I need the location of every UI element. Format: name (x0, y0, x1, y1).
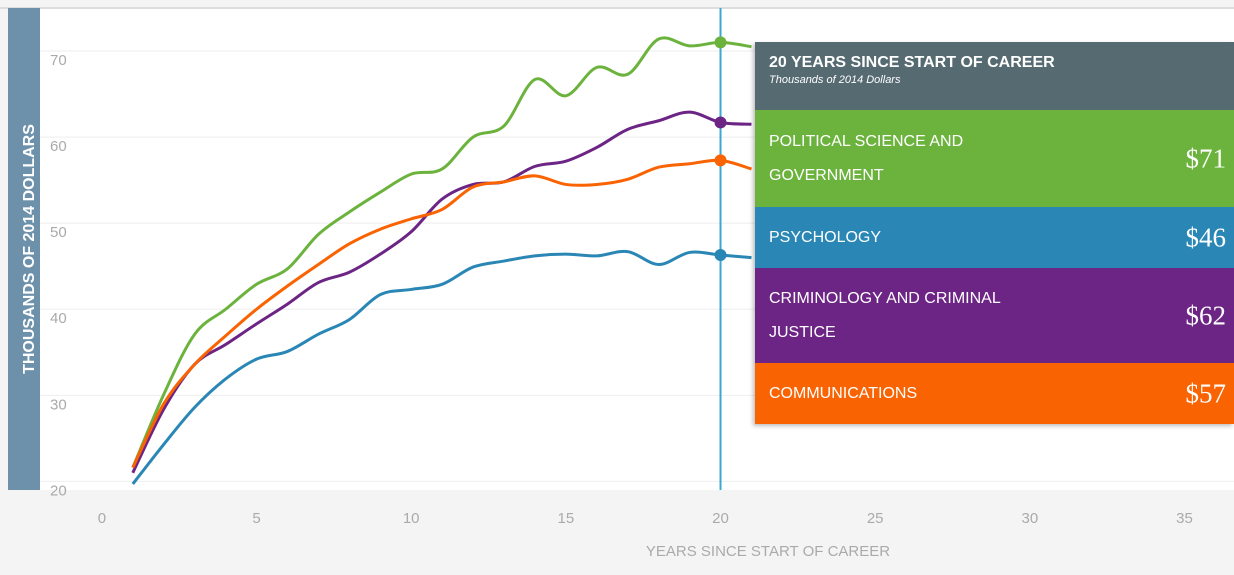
y-tick-label: 50 (50, 224, 67, 241)
x-axis-label: YEARS SINCE START OF CAREER (646, 543, 890, 560)
tooltip-value: $57 (1185, 378, 1227, 408)
y-axis-label: THOUSANDS OF 2014 DOLLARS (21, 124, 38, 374)
y-axis-band (8, 8, 40, 490)
series-line (131, 158, 752, 469)
tooltip-value: $62 (1185, 300, 1227, 330)
tooltip-row: COMMUNICATIONS $57 (755, 363, 1234, 424)
tooltip-row: PSYCHOLOGY $46 (755, 207, 1234, 268)
y-tick-label: 40 (50, 310, 67, 327)
y-tick-label: 30 (50, 396, 67, 413)
x-tick-label: 35 (1176, 510, 1193, 527)
hover-marker (714, 36, 727, 49)
series-line (131, 36, 752, 469)
tooltip: 20 YEARS SINCE START OF CAREER Thousands… (755, 42, 1234, 424)
tooltip-series-name: COMMUNICATIONS (769, 384, 918, 402)
series-line (131, 249, 752, 485)
x-tick-label: 15 (558, 510, 575, 527)
hover-marker (714, 154, 727, 167)
tooltip-series-name: PSYCHOLOGY (769, 228, 882, 246)
y-tick-label: 20 (50, 482, 67, 499)
series-line (131, 110, 752, 474)
x-tick-label: 10 (403, 510, 420, 527)
x-tick-label: 20 (712, 510, 729, 527)
x-tick-label: 30 (1022, 510, 1039, 527)
tooltip-series-name: POLITICAL SCIENCE AND GOVERNMENT (769, 132, 964, 184)
x-tick-label: 0 (98, 510, 106, 527)
tooltip-title: 20 YEARS SINCE START OF CAREER (769, 54, 1055, 71)
tooltip-header: 20 YEARS SINCE START OF CAREER Thousands… (755, 42, 1234, 110)
tooltip-value: $46 (1185, 222, 1227, 252)
y-tick-label: 70 (50, 52, 67, 69)
tooltip-value: $71 (1185, 143, 1227, 173)
y-tick-label: 60 (50, 138, 67, 155)
tooltip-series-name: CRIMINOLOGY AND CRIMINAL JUSTICE (769, 289, 1001, 341)
hover-marker (714, 116, 727, 129)
x-tick-label: 25 (867, 510, 884, 527)
tooltip-subtitle: Thousands of 2014 Dollars (769, 74, 901, 86)
x-tick-label: 5 (252, 510, 260, 527)
tooltip-row: POLITICAL SCIENCE AND GOVERNMENT $71 (755, 110, 1234, 207)
hover-marker (714, 249, 727, 262)
tooltip-row: CRIMINOLOGY AND CRIMINAL JUSTICE $62 (755, 268, 1234, 363)
